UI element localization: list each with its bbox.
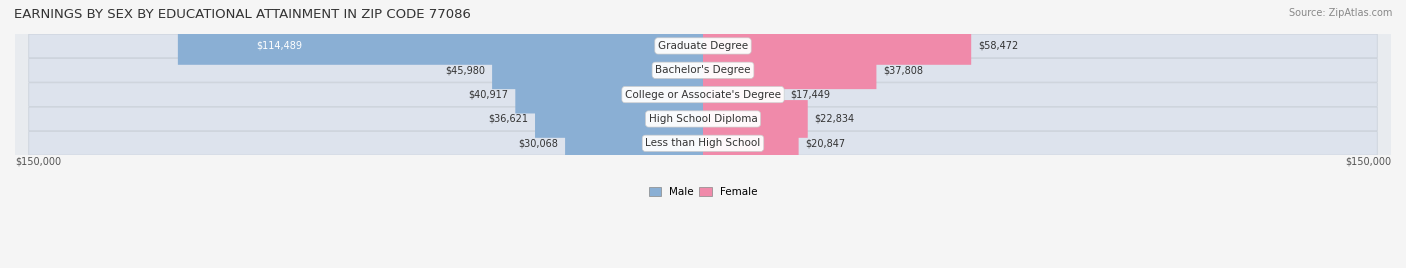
FancyBboxPatch shape xyxy=(28,107,1378,131)
FancyBboxPatch shape xyxy=(703,27,972,65)
Text: $40,917: $40,917 xyxy=(468,90,509,100)
FancyBboxPatch shape xyxy=(703,76,783,113)
Text: $114,489: $114,489 xyxy=(257,41,302,51)
FancyBboxPatch shape xyxy=(28,34,1378,58)
FancyBboxPatch shape xyxy=(28,132,1378,155)
FancyBboxPatch shape xyxy=(492,51,703,89)
Text: Bachelor's Degree: Bachelor's Degree xyxy=(655,65,751,75)
Text: $58,472: $58,472 xyxy=(979,41,1018,51)
Text: High School Diploma: High School Diploma xyxy=(648,114,758,124)
Text: $30,068: $30,068 xyxy=(519,138,558,148)
FancyBboxPatch shape xyxy=(703,100,807,138)
Bar xyxy=(15,131,1391,155)
FancyBboxPatch shape xyxy=(179,27,703,65)
Text: EARNINGS BY SEX BY EDUCATIONAL ATTAINMENT IN ZIP CODE 77086: EARNINGS BY SEX BY EDUCATIONAL ATTAINMEN… xyxy=(14,8,471,21)
FancyBboxPatch shape xyxy=(516,76,703,113)
FancyBboxPatch shape xyxy=(565,124,703,162)
Bar xyxy=(15,107,1391,131)
FancyBboxPatch shape xyxy=(28,83,1378,106)
Legend: Male, Female: Male, Female xyxy=(644,183,762,201)
Text: Graduate Degree: Graduate Degree xyxy=(658,41,748,51)
Text: $37,808: $37,808 xyxy=(883,65,924,75)
Text: $45,980: $45,980 xyxy=(446,65,485,75)
Text: $22,834: $22,834 xyxy=(814,114,855,124)
Text: Source: ZipAtlas.com: Source: ZipAtlas.com xyxy=(1288,8,1392,18)
Text: $20,847: $20,847 xyxy=(806,138,845,148)
Text: College or Associate's Degree: College or Associate's Degree xyxy=(626,90,780,100)
Text: $36,621: $36,621 xyxy=(488,114,529,124)
Bar xyxy=(15,83,1391,107)
FancyBboxPatch shape xyxy=(536,100,703,138)
Text: $150,000: $150,000 xyxy=(1346,157,1391,167)
FancyBboxPatch shape xyxy=(28,58,1378,82)
FancyBboxPatch shape xyxy=(703,51,876,89)
Bar xyxy=(15,34,1391,58)
Text: Less than High School: Less than High School xyxy=(645,138,761,148)
Bar xyxy=(15,58,1391,83)
FancyBboxPatch shape xyxy=(703,124,799,162)
Text: $17,449: $17,449 xyxy=(790,90,830,100)
Text: $150,000: $150,000 xyxy=(15,157,60,167)
